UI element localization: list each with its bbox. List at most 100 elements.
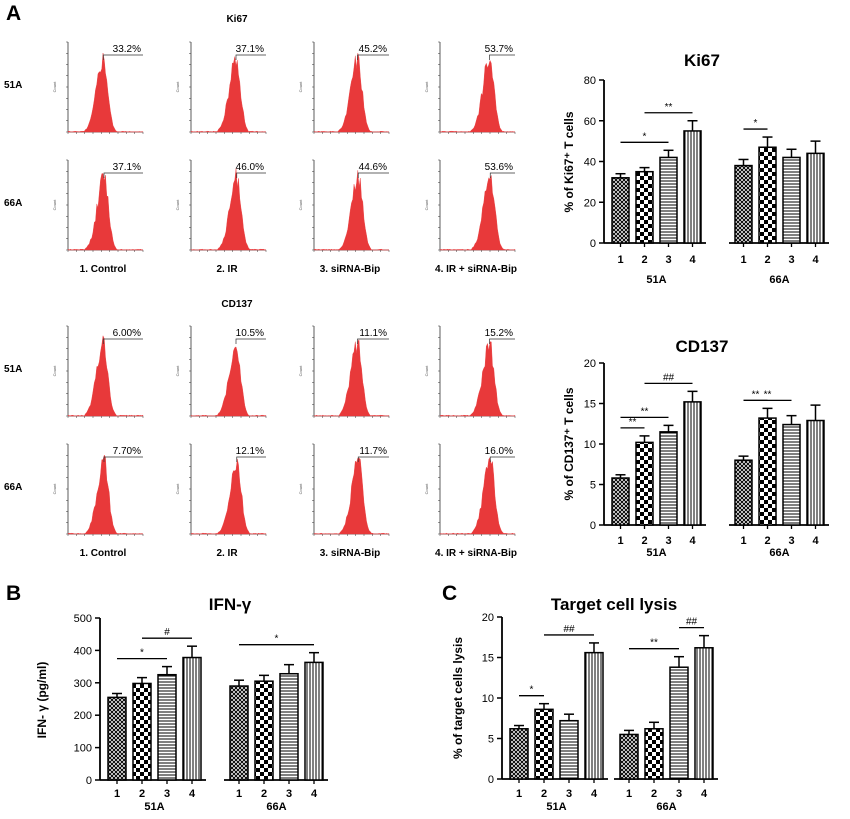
- histogram-plot: Count 46.0%: [175, 159, 267, 252]
- histogram-column-label: 1. Control: [80, 264, 127, 275]
- chart-title: Target cell lysis: [551, 595, 677, 614]
- histogram-plot: Count 33.2%: [52, 41, 144, 134]
- bar: [157, 673, 177, 781]
- histogram-distribution: [190, 346, 267, 417]
- chart-x-tick-label: 4: [591, 788, 598, 800]
- chart-y-tick-label: 100: [74, 743, 92, 755]
- histogram-distribution: [67, 52, 144, 133]
- chart-x-tick-label: 1: [617, 535, 623, 547]
- histogram-axis-word: Count: [52, 81, 57, 93]
- histogram-gate-bracket: [102, 54, 143, 60]
- chart-y-axis-label: IFN- γ (pg/ml): [35, 662, 49, 739]
- bar: [659, 431, 678, 526]
- bar-chart-cd137: CD137 % of CD137⁺ T cells 0 5 10 15 20 1 2 3 4 51A 1…: [562, 337, 829, 559]
- histogram-column-label: 3. siRNA-Bip: [320, 264, 381, 275]
- bar: [806, 419, 825, 526]
- chart-x-tick-label: 4: [812, 254, 819, 266]
- significance-marker: **: [629, 417, 637, 428]
- histogram-axis-word: Count: [175, 81, 180, 93]
- significance-marker: *: [275, 634, 279, 645]
- chart-y-tick-label: 300: [74, 678, 92, 690]
- chart-group-label: 66A: [656, 801, 676, 813]
- histogram-axis-word: Count: [424, 81, 429, 93]
- chart-y-tick-label: 0: [86, 775, 92, 787]
- significance-marker: *: [643, 131, 647, 142]
- chart-y-tick-label: 40: [584, 157, 596, 169]
- chart-x-tick-label: 1: [617, 254, 623, 266]
- histogram-distribution: [313, 53, 390, 133]
- chart-x-tick-label: 4: [689, 254, 696, 266]
- bar: [107, 696, 127, 781]
- histogram-axis-word: Count: [52, 199, 57, 211]
- histogram-axis-word: Count: [298, 199, 303, 211]
- bar: [611, 177, 630, 244]
- significance-marker: *: [140, 648, 144, 659]
- histogram-plot: Count 45.2%: [298, 41, 390, 134]
- chart-y-tick-label: 400: [74, 645, 92, 657]
- histogram-gate-bracket: [236, 172, 266, 178]
- panel-label-a: A: [6, 2, 21, 25]
- histogram-plot: Count 6.00%: [52, 325, 144, 418]
- histogram-gate-bracket: [103, 456, 143, 462]
- chart-title: Ki67: [684, 51, 720, 70]
- histogram-plot: Count 37.1%: [175, 41, 267, 134]
- histogram-distribution: [313, 339, 390, 417]
- chart-x-tick-label: 1: [740, 535, 746, 547]
- histogram-row-label: 66A: [4, 198, 22, 209]
- histogram-gate-bracket: [357, 172, 389, 178]
- significance-marker: ##: [563, 624, 575, 635]
- histogram-row-label: 51A: [4, 364, 22, 375]
- chart-y-tick-label: 20: [584, 197, 596, 209]
- histogram-distribution: [67, 335, 144, 417]
- histogram-plot: Count 53.7%: [424, 41, 516, 134]
- histogram-distribution: [67, 173, 144, 251]
- histogram-axis-word: Count: [298, 483, 303, 495]
- bar: [669, 666, 689, 780]
- histogram-plot: Count 37.1%: [52, 159, 144, 252]
- histogram-distribution: [190, 458, 267, 535]
- chart-y-tick-label: 0: [488, 774, 494, 786]
- chart-group-label: 51A: [646, 274, 666, 286]
- bar: [659, 156, 678, 244]
- chart-title: IFN-γ: [209, 595, 252, 614]
- chart-y-tick-label: 0: [590, 520, 596, 532]
- bar: [584, 651, 604, 780]
- significance-marker: **: [764, 389, 772, 400]
- histogram-row-label: 66A: [4, 482, 22, 493]
- histogram-percentage: 46.0%: [236, 162, 264, 173]
- chart-y-tick-label: 20: [584, 358, 596, 370]
- chart-x-tick-label: 4: [189, 788, 196, 800]
- histogram-gate-bracket: [357, 54, 389, 60]
- chart-y-tick-label: 0: [590, 238, 596, 250]
- histogram-percentage: 16.0%: [485, 446, 513, 457]
- histogram-plot: Count 11.7%: [298, 443, 390, 536]
- bar: [782, 156, 801, 244]
- bar: [304, 661, 324, 781]
- chart-group-label: 51A: [144, 801, 164, 813]
- panel-label-c: C: [442, 582, 457, 605]
- chart-y-tick-label: 80: [584, 75, 596, 87]
- flow-histograms: Count 33.2% Count 37.1% Count 45.2% Count 53.7%…: [52, 41, 516, 536]
- chart-x-tick-label: 4: [311, 788, 318, 800]
- histogram-distribution: [313, 457, 390, 535]
- histogram-column-label: 4. IR + siRNA-Bip: [435, 548, 517, 559]
- histogram-distribution: [190, 168, 267, 251]
- significance-marker: **: [752, 389, 760, 400]
- histogram-distribution: [439, 59, 516, 133]
- histogram-axis-word: Count: [175, 365, 180, 377]
- bar: [734, 164, 753, 244]
- histogram-distribution: [190, 56, 267, 133]
- chart-y-tick-label: 5: [590, 480, 596, 492]
- histogram-plot: Count 11.1%: [298, 325, 390, 418]
- bar-chart-lysis: Target cell lysis % of target cells lysis…: [451, 595, 718, 813]
- chart-x-tick-label: 3: [788, 254, 794, 266]
- bar: [758, 417, 777, 526]
- histogram-distribution: [67, 454, 144, 535]
- chart-x-tick-label: 4: [812, 535, 819, 547]
- chart-y-tick-label: 10: [482, 693, 494, 705]
- significance-marker: **: [650, 638, 658, 649]
- histogram-distribution: [439, 175, 516, 251]
- bar: [683, 130, 702, 244]
